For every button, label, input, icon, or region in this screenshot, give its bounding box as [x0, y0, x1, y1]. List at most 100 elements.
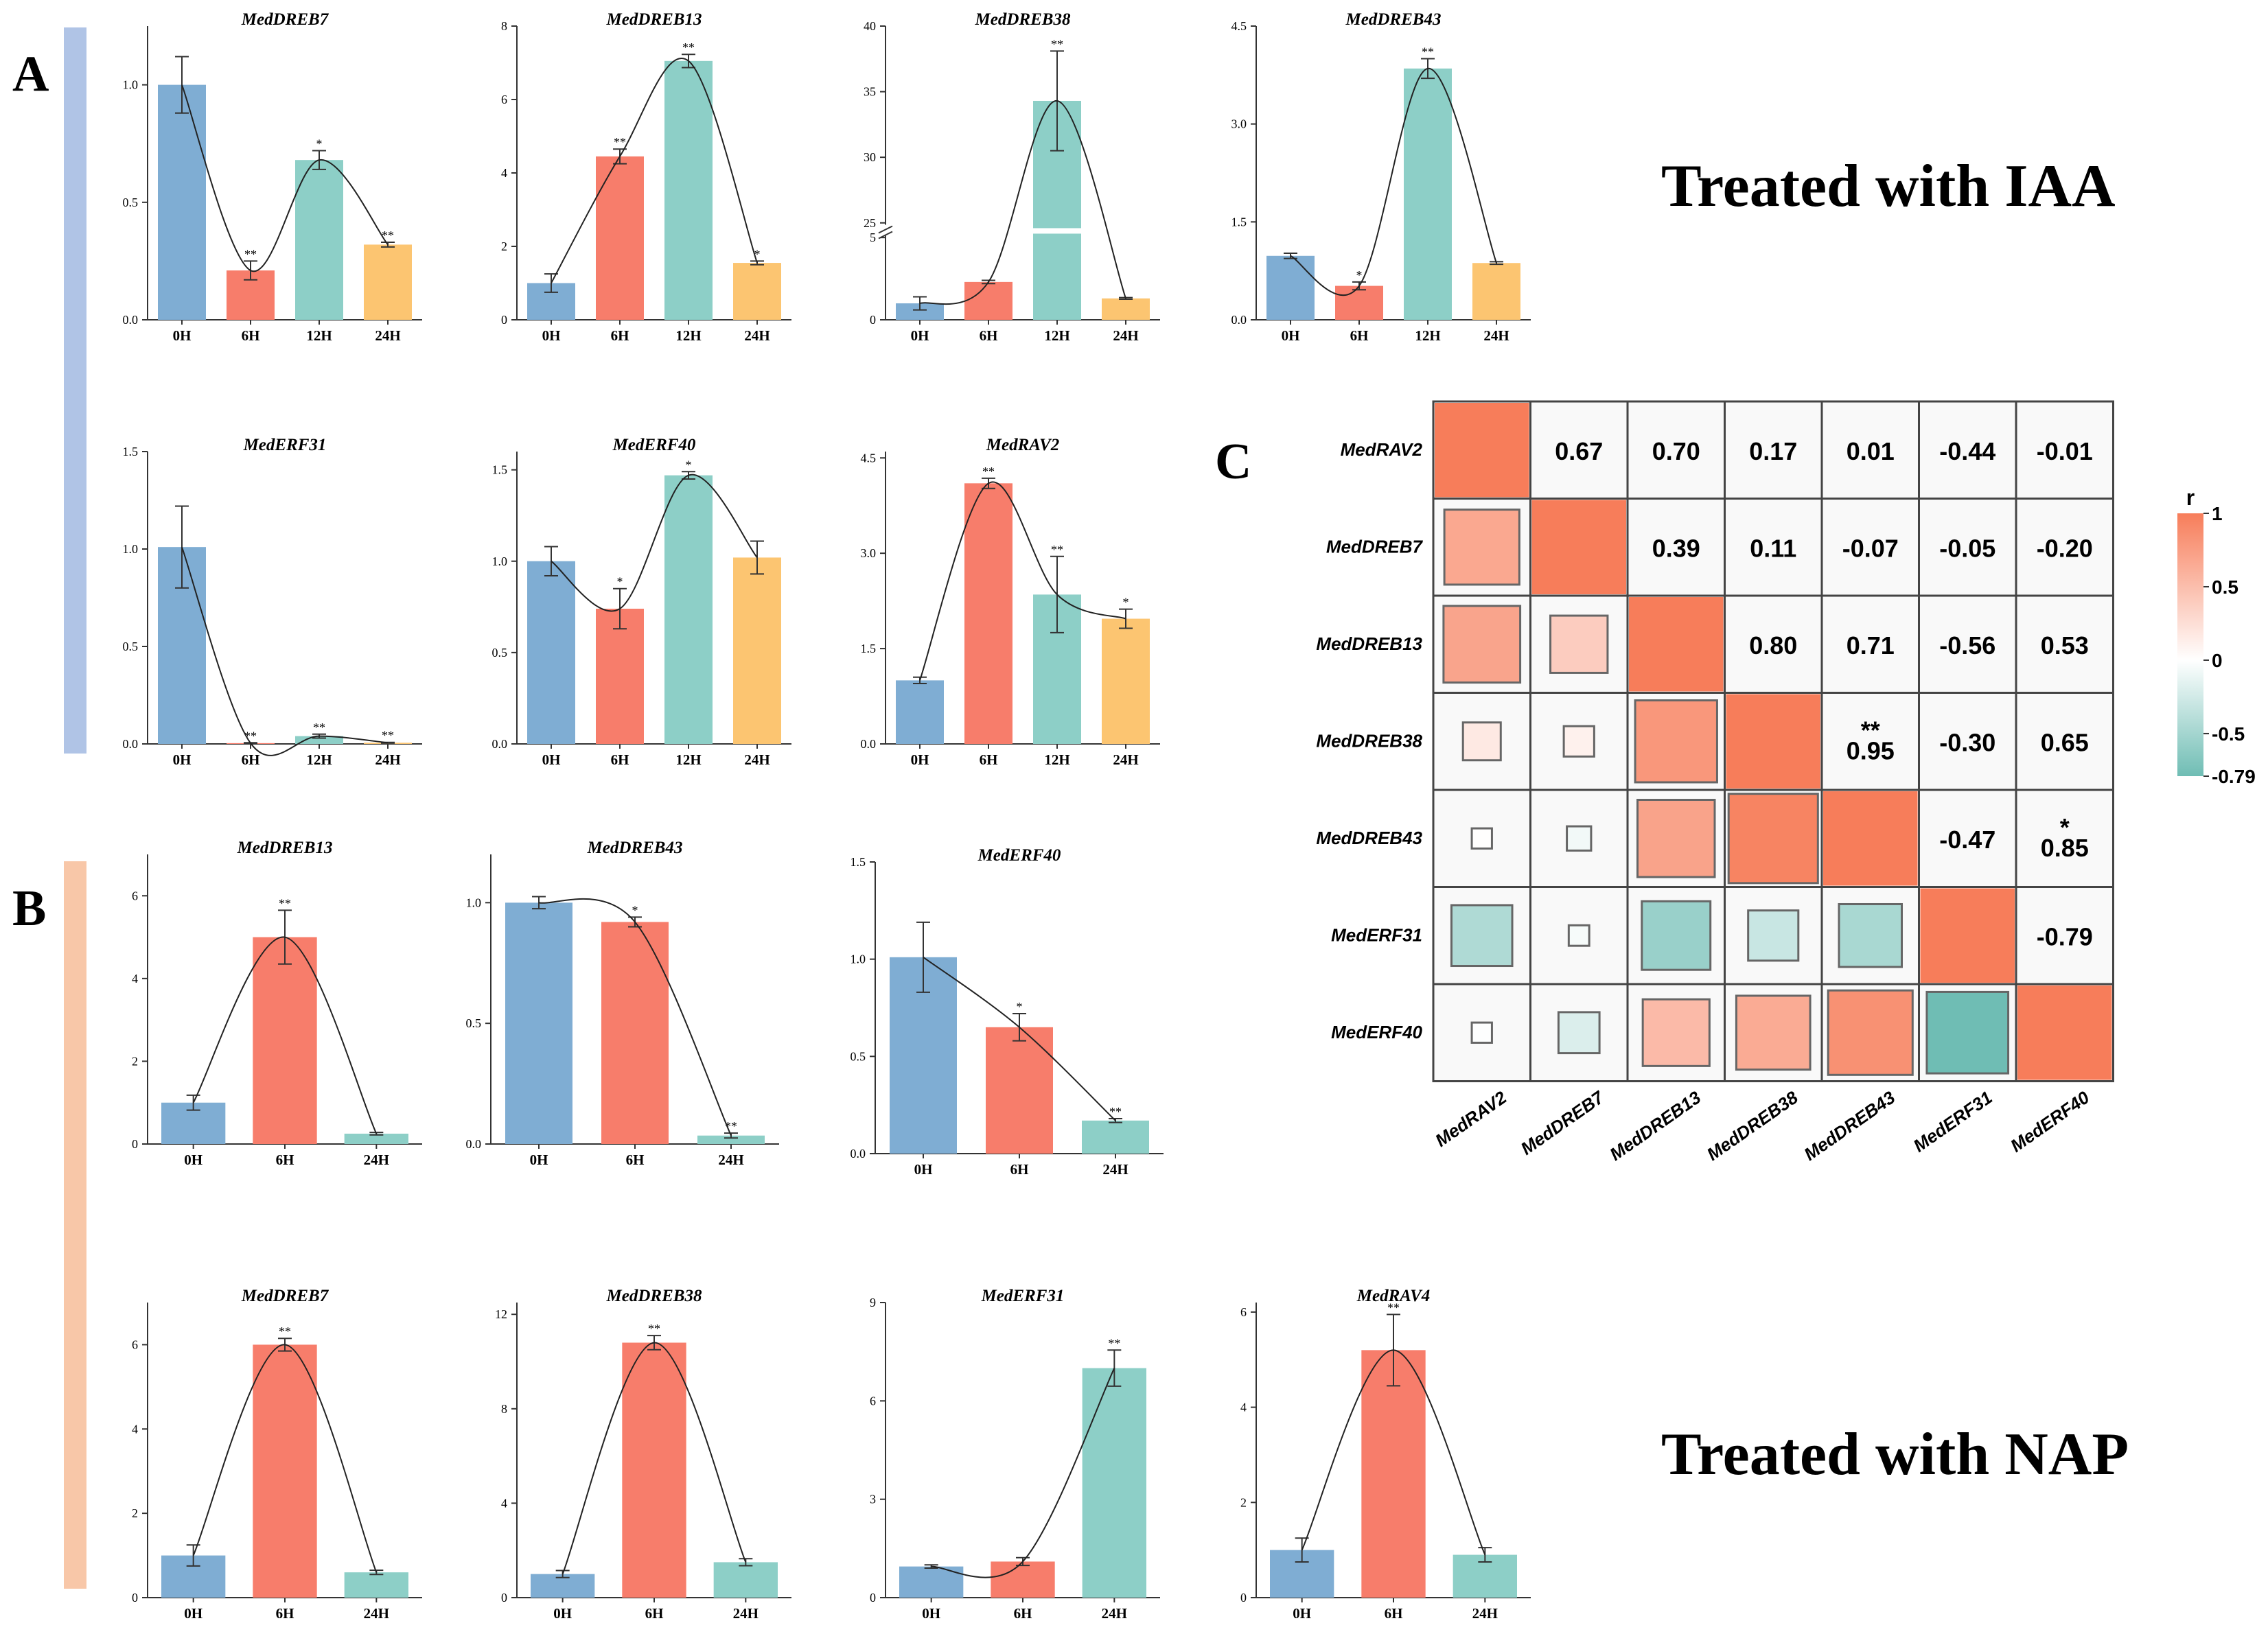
bar-chart-a-meddreb43: MedDREB43 0.0 1.5 3.0 4.5 0H * 6H ** 12H 24H — [1231, 10, 1531, 344]
x-tick-label: 6H — [980, 327, 998, 344]
y-tick-label: 4 — [132, 1422, 138, 1436]
trend-curve — [562, 1342, 747, 1574]
trend-curve — [192, 936, 378, 1134]
column-label: MedDREB7 — [1517, 1086, 1608, 1159]
bar-0h — [896, 680, 944, 744]
y-tick-label: 0.5 — [850, 1049, 866, 1063]
heatmap-square — [1557, 1011, 1601, 1055]
heatmap-diagonal-cell — [1629, 597, 1724, 692]
heatmap-cell — [2015, 983, 2114, 1082]
y-tick-label: 0.0 — [466, 1137, 482, 1151]
bar-24h — [713, 1562, 778, 1598]
bar-24h — [697, 1135, 765, 1144]
legend-color-bar — [2177, 513, 2203, 776]
y-tick-label: 0 — [870, 1591, 876, 1604]
significance-label: * — [754, 247, 761, 261]
x-tick-label: 0H — [530, 1152, 548, 1168]
bar-12h — [1404, 68, 1452, 320]
y-tick-label: 1.5 — [1231, 215, 1247, 229]
correlation-heatmap: 0.67 0.70 0.17 0.01 -0.44 -0.01 MedRAV2 MedRAV2… — [1316, 400, 2256, 1165]
significance-label: * — [686, 458, 692, 471]
heatmap-square — [1636, 799, 1716, 878]
x-tick-label: 12H — [675, 751, 701, 768]
trend-curve — [181, 84, 389, 272]
heatmap-square — [1443, 509, 1520, 586]
correlation-value: -0.47 — [1939, 826, 1995, 854]
bar-24h — [733, 263, 781, 320]
x-tick-label: 6H — [611, 751, 629, 768]
y-tick-label: 6 — [870, 1394, 876, 1408]
x-tick-label: 6H — [276, 1152, 294, 1168]
x-tick-label: 24H — [1102, 1161, 1128, 1178]
bar-chart-b-meddreb13: MedDREB13 0 2 4 6 0H ** 6H 24H — [132, 839, 422, 1168]
x-tick-label: 0H — [184, 1605, 202, 1622]
x-tick-label: 12H — [306, 751, 332, 768]
bar-6h — [601, 922, 669, 1144]
significance-label: ** — [279, 896, 291, 910]
bar-0h — [505, 902, 572, 1144]
bar-0h — [527, 561, 575, 744]
y-tick-label: 0.5 — [466, 1016, 482, 1030]
heatmap-square — [1727, 793, 1819, 885]
y-tick-label: 2 — [1240, 1495, 1247, 1509]
trend-curve — [919, 100, 1126, 305]
y-tick-label: 0.0 — [123, 313, 139, 327]
trend-curve — [551, 58, 758, 283]
legend-tick-label: 0.5 — [2212, 576, 2238, 598]
correlation-value: -0.20 — [2037, 534, 2093, 562]
bar-chart-b-mederf31: MedERF31 0 3 6 9 0H 6H ** 24H — [870, 1287, 1160, 1622]
y-tick-label: 1.0 — [492, 555, 508, 568]
y-tick-label: 2 — [132, 1054, 138, 1068]
y-tick-label: 0.0 — [861, 737, 877, 751]
heatmap-square — [1566, 825, 1593, 852]
correlation-value: 0.53 — [2041, 631, 2089, 660]
heatmap-square — [1634, 699, 1718, 784]
chart-title: MedDREB38 — [975, 10, 1071, 29]
panel-a-side-bar — [64, 27, 86, 754]
x-tick-label: 24H — [744, 751, 769, 768]
x-tick-label: 12H — [306, 327, 332, 344]
significance-label: ** — [1109, 1105, 1122, 1119]
chart-title: MedRAV4 — [1356, 1287, 1431, 1305]
x-tick-label: 6H — [645, 1605, 664, 1622]
bar-6h — [253, 937, 317, 1144]
x-tick-label: 24H — [1472, 1605, 1498, 1622]
panel-a-label: A — [12, 46, 49, 102]
x-tick-label: 6H — [626, 1152, 645, 1168]
x-tick-label: 24H — [718, 1152, 743, 1168]
chart-title: MedERF31 — [981, 1287, 1065, 1305]
bar-12h — [295, 160, 343, 320]
y-tick-label: 40 — [864, 19, 876, 33]
heatmap-square — [1562, 725, 1595, 758]
heatmap-diagonal-cell — [1726, 694, 1820, 789]
trend-curve — [1301, 1349, 1486, 1555]
y-tick-label: 1.5 — [861, 642, 877, 655]
row-label: MedERF31 — [1331, 924, 1422, 945]
y-tick-label: 6 — [501, 93, 507, 106]
correlation-value: 0.80 — [1749, 631, 1797, 660]
bar-24h — [1102, 618, 1150, 744]
significance-label: * — [1123, 596, 1129, 609]
legend-tick-label: 0 — [2212, 650, 2223, 671]
significance-label: ** — [648, 1322, 660, 1335]
y-tick-label: 8 — [501, 1402, 507, 1416]
y-tick-label: 4 — [132, 972, 138, 985]
x-tick-label: 24H — [364, 1152, 389, 1168]
chart-title: MedDREB7 — [241, 10, 329, 29]
x-tick-label: 24H — [1113, 751, 1138, 768]
bar-12h — [664, 60, 713, 320]
x-tick-label: 6H — [242, 327, 260, 344]
trend-curve — [181, 546, 389, 756]
bar-12h — [664, 475, 713, 744]
trend-curve — [1290, 67, 1497, 296]
y-tick-label: 0 — [870, 313, 876, 327]
y-tick-label: 0 — [501, 1591, 507, 1604]
trend-curve — [538, 898, 732, 1136]
heatmap-square — [1442, 605, 1522, 684]
bar-break-gap — [1032, 228, 1083, 234]
significance-label: ** — [1108, 1336, 1120, 1350]
bar-chart-a-medrav2: MedRAV2 0.0 1.5 3.0 4.5 0H ** 6H ** 12H * 24H — [861, 436, 1160, 768]
bar-6h — [1361, 1350, 1426, 1598]
significance-label: * — [316, 137, 323, 150]
x-tick-label: 0H — [542, 751, 561, 768]
